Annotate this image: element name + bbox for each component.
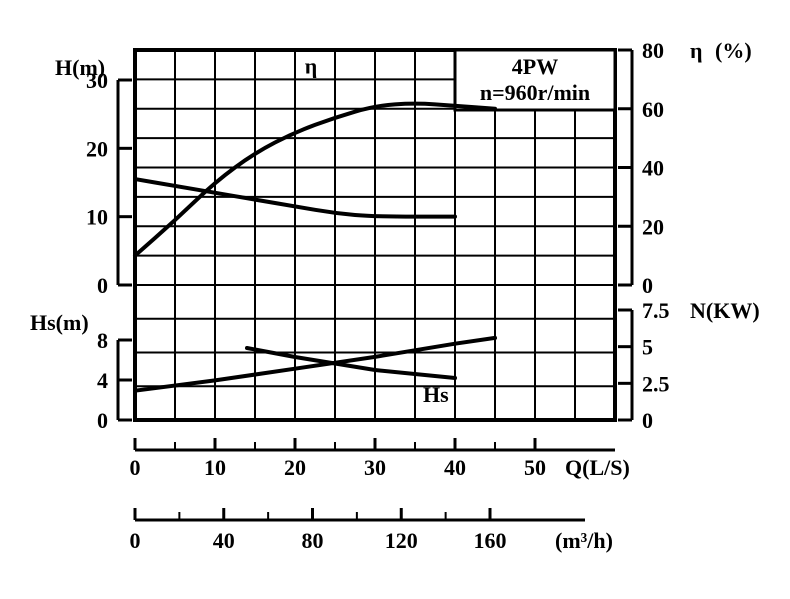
hs-tick-label: 0 <box>97 408 108 433</box>
q-ls-tick-label: 20 <box>284 455 306 480</box>
q-m3h-tick-label: 120 <box>385 528 418 553</box>
hs-tick-label: 8 <box>97 328 108 353</box>
eta-tick-label: 80 <box>642 38 664 63</box>
h-tick-label: 0 <box>97 273 108 298</box>
hs-tick-label: 4 <box>97 368 108 393</box>
eta-axis-label: (%) <box>715 38 752 63</box>
eta-tick-label: 0 <box>642 273 653 298</box>
q-m3h-tick-label: 160 <box>474 528 507 553</box>
n-tick-label: 2.5 <box>642 371 670 396</box>
hs-axis-label: Hs(m) <box>30 310 89 335</box>
title-line-1: 4PW <box>512 54 558 79</box>
q-m3h-tick-label: 40 <box>213 528 235 553</box>
title-line-2: n=960r/min <box>480 80 590 105</box>
n-tick-label: 5 <box>642 335 653 360</box>
q-m3h-tick-label: 80 <box>302 528 324 553</box>
q-ls-axis-label: Q(L/S) <box>565 455 630 480</box>
n-tick-label: 7.5 <box>642 298 670 323</box>
eta-symbol-label: η <box>690 38 703 63</box>
hs-curve-label: Hs <box>423 382 449 407</box>
eta-tick-label: 60 <box>642 97 664 122</box>
q-ls-tick-label: 40 <box>444 455 466 480</box>
q-ls-tick-label: 50 <box>524 455 546 480</box>
q-ls-tick-label: 0 <box>130 455 141 480</box>
q-m3h-axis-label: (m³/h) <box>555 528 613 553</box>
h-tick-label: 20 <box>86 136 108 161</box>
eta-tick-label: 20 <box>642 214 664 239</box>
pump-curve-chart: 0 10 20 30 H(m) 0 4 8 Hs(m) 0 20 40 60 80 η (%) 0 2.5 5 7.5… <box>0 0 790 599</box>
eta-curve-label: η <box>305 54 318 79</box>
h-axis-label: H(m) <box>55 55 105 80</box>
q-ls-tick-label: 10 <box>204 455 226 480</box>
q-ls-tick-label: 30 <box>364 455 386 480</box>
h-tick-label: 10 <box>86 205 108 230</box>
n-axis-label: N(KW) <box>690 298 760 323</box>
eta-tick-label: 40 <box>642 156 664 181</box>
q-m3h-tick-label: 0 <box>130 528 141 553</box>
n-tick-label: 0 <box>642 408 653 433</box>
